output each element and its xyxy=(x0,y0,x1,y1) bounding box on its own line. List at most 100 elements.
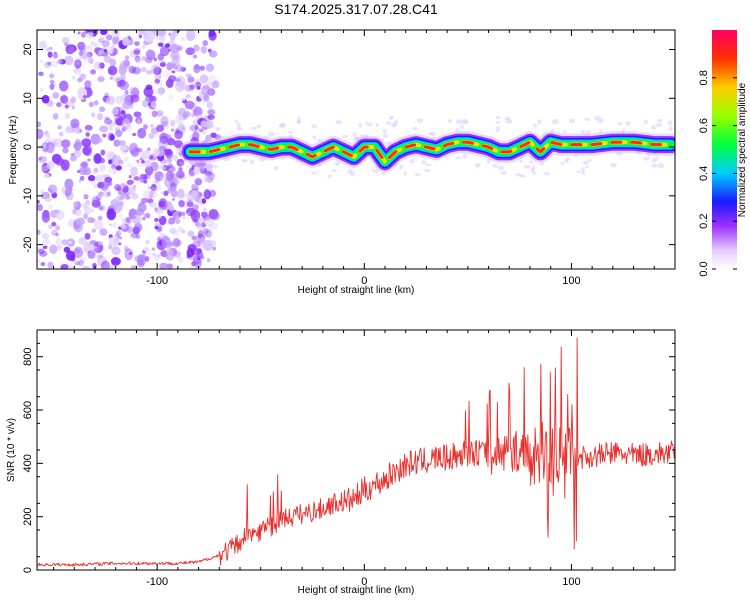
noise-dot xyxy=(667,120,673,126)
noise-dot xyxy=(79,129,83,133)
noise-dot xyxy=(99,125,109,133)
noise-dot xyxy=(81,138,92,148)
noise-dot xyxy=(38,156,43,161)
noise-dot xyxy=(424,168,431,172)
noise-dot xyxy=(71,75,77,80)
noise-dot xyxy=(93,100,99,106)
noise-dot xyxy=(209,50,218,58)
noise-dot xyxy=(122,36,130,46)
noise-dot xyxy=(73,246,84,259)
snr-ticks: -100 0 100 0 200 400 600 800 xyxy=(22,330,676,588)
noise-dot xyxy=(643,119,648,125)
noise-dot xyxy=(122,100,131,110)
noise-dot xyxy=(170,119,176,127)
noise-dot xyxy=(274,166,279,171)
noise-dot xyxy=(143,86,154,97)
noise-dot xyxy=(167,204,175,211)
noise-dot xyxy=(64,104,69,109)
noise-dot xyxy=(94,61,102,70)
noise-dot xyxy=(81,161,89,168)
colorbar-gradient xyxy=(712,30,737,269)
noise-dot xyxy=(120,217,126,223)
noise-dot xyxy=(115,95,123,105)
noise-dot xyxy=(385,121,392,125)
noise-dot xyxy=(159,45,170,57)
noise-dot xyxy=(104,176,113,183)
noise-dot xyxy=(109,236,114,242)
noise-dot xyxy=(44,139,52,146)
noise-dot xyxy=(154,226,159,230)
noise-dot xyxy=(212,246,216,251)
spectrogram-xlabel: Height of straight line (km) xyxy=(298,285,415,296)
noise-dot xyxy=(84,128,89,132)
noise-dot xyxy=(93,167,99,173)
noise-dot xyxy=(150,161,159,172)
noise-dot xyxy=(132,184,137,190)
noise-dot xyxy=(136,119,141,124)
noise-dot xyxy=(168,94,174,102)
noise-dot xyxy=(210,211,221,221)
noise-dot xyxy=(41,232,50,240)
noise-dot xyxy=(185,47,195,56)
noise-dot xyxy=(166,138,176,146)
noise-dot xyxy=(108,223,113,227)
noise-dot xyxy=(133,222,143,233)
noise-dot xyxy=(124,248,134,261)
noise-dot xyxy=(97,215,103,221)
noise-dot xyxy=(40,262,46,267)
noise-dot xyxy=(174,64,184,72)
noise-dot xyxy=(186,248,195,258)
noise-dot xyxy=(412,126,418,131)
noise-dot xyxy=(122,217,132,226)
noise-dot xyxy=(163,190,169,197)
noise-dot xyxy=(155,88,164,96)
noise-dot xyxy=(143,213,147,218)
noise-dot xyxy=(175,113,184,125)
noise-dot xyxy=(98,106,106,113)
noise-dot xyxy=(109,125,113,130)
noise-dot xyxy=(99,228,108,236)
noise-dot xyxy=(112,36,120,45)
noise-dot xyxy=(84,124,93,131)
noise-dot xyxy=(51,221,57,227)
noise-dot xyxy=(151,64,160,75)
noise-dot xyxy=(75,126,80,130)
noise-dot xyxy=(109,58,117,67)
snr-frame xyxy=(36,329,676,571)
snr-ytick-label: 0 xyxy=(22,567,34,573)
noise-dot xyxy=(37,204,43,212)
noise-dot xyxy=(132,132,137,137)
noise-dot xyxy=(207,88,216,96)
noise-dot xyxy=(191,189,199,198)
noise-dot xyxy=(585,165,589,168)
noise-dot xyxy=(186,165,191,169)
noise-dot xyxy=(97,254,103,259)
noise-dot xyxy=(84,232,91,240)
noise-dot xyxy=(45,197,52,203)
noise-dot xyxy=(527,165,531,168)
noise-dot xyxy=(129,87,134,92)
noise-dot xyxy=(115,140,123,146)
noise-dot xyxy=(133,111,142,118)
noise-dot xyxy=(100,181,109,191)
noise-dot xyxy=(414,172,421,177)
noise-dot xyxy=(87,158,91,162)
noise-dot xyxy=(192,218,198,223)
noise-dot xyxy=(110,257,121,266)
noise-dot xyxy=(199,74,209,84)
noise-dot xyxy=(199,127,205,131)
noise-dot xyxy=(84,51,91,59)
noise-dot xyxy=(177,45,183,51)
noise-dot xyxy=(137,127,147,139)
noise-dot xyxy=(79,73,86,80)
noise-dot xyxy=(268,131,275,137)
noise-dot xyxy=(70,96,76,104)
noise-dot xyxy=(121,93,131,102)
snr-line xyxy=(37,337,675,567)
noise-dot xyxy=(251,126,257,130)
noise-dot xyxy=(157,30,167,36)
noise-dot xyxy=(88,101,94,108)
noise-dot xyxy=(341,134,349,138)
noise-dot xyxy=(134,41,140,46)
spectrogram-ylabel: Frequency (Hz) xyxy=(8,116,19,185)
